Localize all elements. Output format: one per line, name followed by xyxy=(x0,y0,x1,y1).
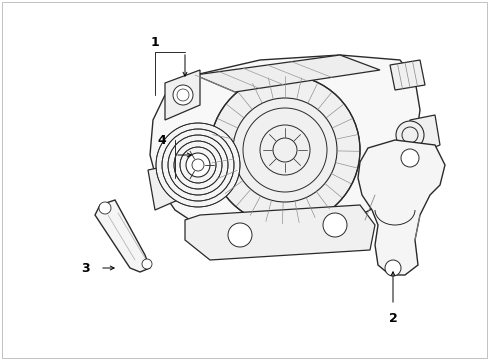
Polygon shape xyxy=(409,115,439,155)
Circle shape xyxy=(400,149,418,167)
Polygon shape xyxy=(184,205,374,260)
Polygon shape xyxy=(164,70,200,120)
Circle shape xyxy=(180,147,216,183)
Circle shape xyxy=(173,85,193,105)
Circle shape xyxy=(174,141,222,189)
Circle shape xyxy=(99,202,111,214)
Text: 2: 2 xyxy=(388,311,397,324)
Circle shape xyxy=(209,75,359,225)
Polygon shape xyxy=(389,60,424,90)
Polygon shape xyxy=(95,200,150,272)
Polygon shape xyxy=(150,55,419,240)
Text: 3: 3 xyxy=(81,261,89,275)
Text: 1: 1 xyxy=(150,36,159,49)
Polygon shape xyxy=(195,55,379,92)
Polygon shape xyxy=(357,140,444,275)
Circle shape xyxy=(168,135,227,195)
Circle shape xyxy=(142,259,152,269)
Circle shape xyxy=(162,129,234,201)
Circle shape xyxy=(156,123,240,207)
Circle shape xyxy=(395,121,423,149)
Circle shape xyxy=(323,213,346,237)
Polygon shape xyxy=(148,165,178,210)
Text: 4: 4 xyxy=(157,134,166,147)
Circle shape xyxy=(185,153,209,177)
Circle shape xyxy=(384,260,400,276)
Circle shape xyxy=(227,223,251,247)
